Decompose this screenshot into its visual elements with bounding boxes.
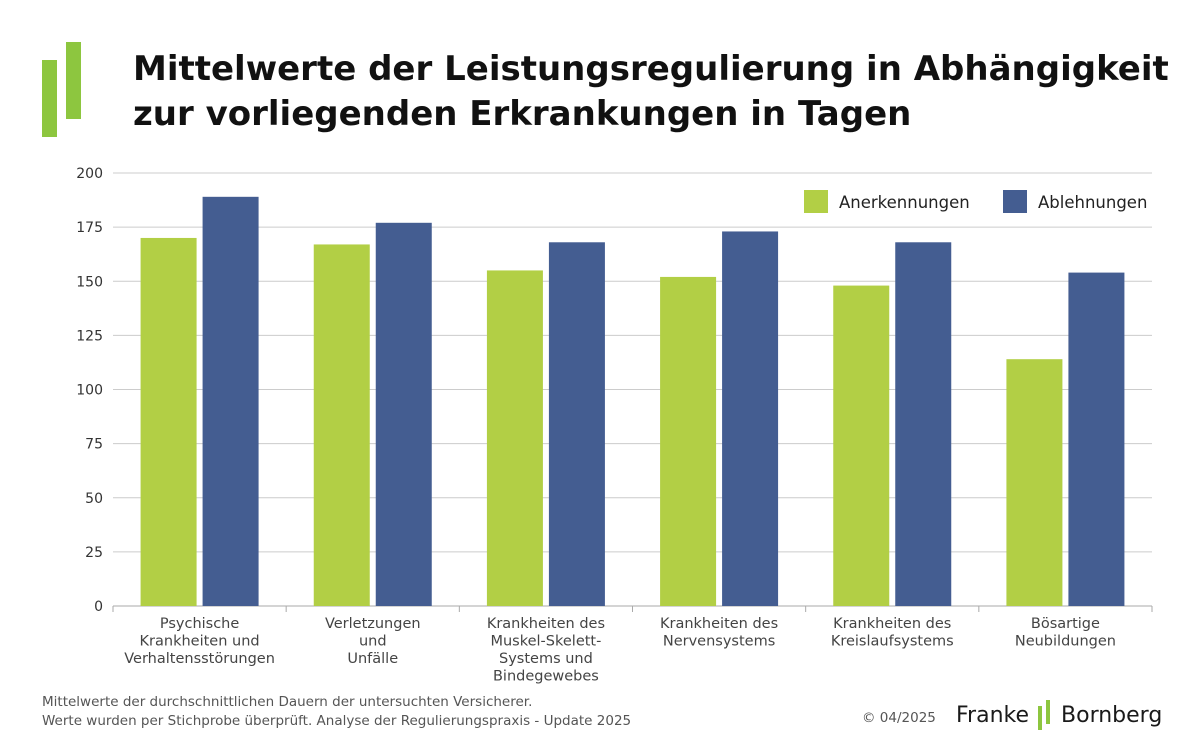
bar-chart: 0 25 50 75 100 125 150 175 200 Psychische Krankhei…	[76, 166, 1153, 685]
bar-ablehnungen	[895, 242, 952, 606]
x-category-label: Krankheiten des Nervensystems	[660, 616, 778, 650]
footnote-line1: Mittelwerte der durchschnittlichen Dauer…	[42, 694, 533, 710]
footnote: Mittelwerte der durchschnittlichen Dauer…	[42, 693, 631, 731]
x-category-label: Bösartige Neubildungen	[1015, 616, 1116, 650]
y-tick-label: 150	[76, 274, 103, 290]
bar-anerkennungen	[1006, 359, 1063, 606]
y-tick-label: 25	[85, 545, 103, 561]
x-category-label: Krankheiten des Muskel-Skelett-Systems un…	[487, 616, 605, 685]
chart-title-line2: zur vorliegenden Erkrankungen in Tagen	[133, 94, 912, 134]
bar-ablehnungen	[722, 231, 779, 606]
chart-title: Mittelwerte der Leistungsregulierung in …	[133, 47, 1173, 137]
chart-title-line1: Mittelwerte der Leistungsregulierung in …	[133, 49, 1169, 89]
x-category-label-line: Systems und	[499, 651, 593, 667]
bar-ablehnungen	[1068, 272, 1125, 606]
bar-anerkennungen	[313, 244, 370, 606]
logo-bar-left	[42, 60, 57, 137]
bar-ablehnungen	[548, 242, 605, 606]
legend-swatch-anerkennungen	[804, 190, 828, 213]
footnote-line2: Werte wurden per Stichprobe überprüft. A…	[42, 713, 632, 729]
brand-separator-icon	[1034, 700, 1056, 730]
brand-name-left: Franke	[956, 702, 1030, 728]
bar-anerkennungen	[833, 285, 890, 606]
y-tick-label: 75	[85, 437, 103, 453]
bar-ablehnungen	[202, 196, 259, 606]
x-category-label: Verletzungen und Unfälle	[325, 616, 421, 667]
x-category-label-line: Verhaltensstörungen	[124, 651, 275, 667]
x-category-label-line: Krankheiten des	[487, 616, 605, 632]
y-tick-label: 100	[76, 383, 103, 399]
logo-bar-right	[66, 42, 81, 119]
x-category-label-line: Neubildungen	[1015, 634, 1116, 650]
x-category-label-line: Krankheiten des	[833, 616, 951, 632]
x-category-label-line: Nervensystems	[663, 634, 775, 650]
x-category-label-line: Bösartige	[1031, 616, 1100, 632]
x-category-label-line: und	[359, 634, 387, 650]
brand-logo: Franke Bornberg	[956, 700, 1162, 730]
x-category-label-line: Kreislaufsystems	[831, 634, 954, 650]
bar-anerkennungen	[660, 276, 717, 606]
y-tick-label: 50	[85, 491, 103, 507]
x-category-label-line: Krankheiten des	[660, 616, 778, 632]
y-tick-label: 125	[76, 328, 103, 344]
logo-bars-icon	[42, 42, 81, 137]
x-category-label-line: Bindegewebes	[493, 669, 599, 685]
copyright-text: © 04/2025	[862, 710, 936, 726]
x-category-label: Psychische Krankheiten und Verhaltensstöru…	[124, 616, 275, 667]
x-category-label: Krankheiten des Kreislaufsystems	[831, 616, 954, 650]
x-category-label-line: Unfälle	[347, 651, 398, 667]
y-tick-label: 175	[76, 220, 103, 236]
x-category-label-line: Verletzungen	[325, 616, 421, 632]
y-tick-label: 200	[76, 166, 103, 182]
x-category-label-line: Muskel-Skelett-	[490, 634, 601, 650]
bar-anerkennungen	[140, 237, 197, 606]
legend-label-ablehnungen: Ablehnungen	[1038, 193, 1147, 212]
x-category-label-line: Krankheiten und	[140, 634, 260, 650]
y-tick-label: 0	[94, 599, 103, 615]
x-category-label-line: Psychische	[160, 616, 240, 632]
bar-ablehnungen	[375, 222, 432, 607]
brand-name-right: Bornberg	[1061, 702, 1163, 728]
legend-label-anerkennungen: Anerkennungen	[839, 193, 970, 212]
legend-swatch-ablehnungen	[1003, 190, 1027, 213]
bar-anerkennungen	[486, 270, 543, 606]
